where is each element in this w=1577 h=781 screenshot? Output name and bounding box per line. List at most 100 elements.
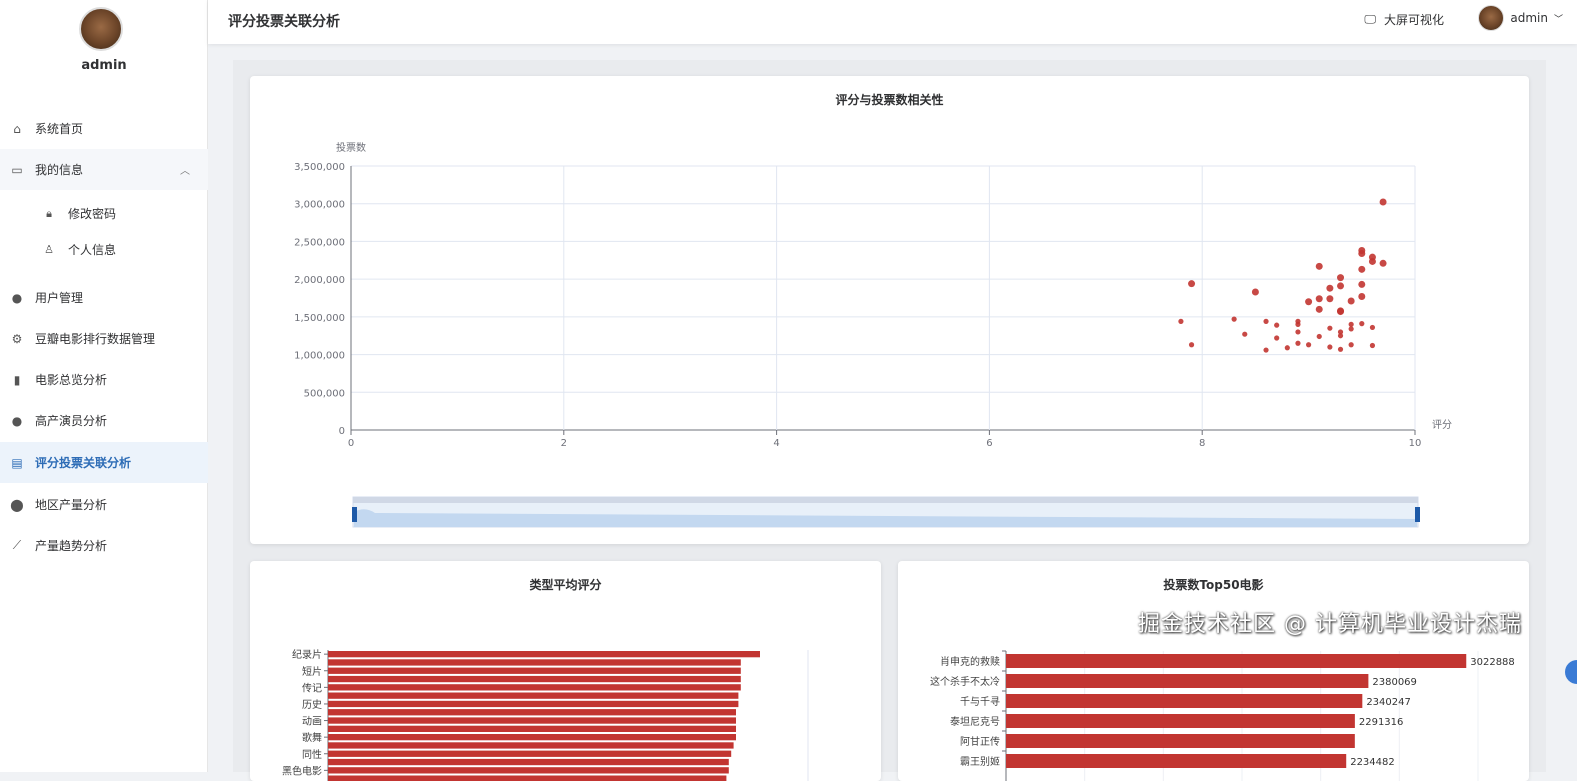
scatter-point — [1316, 306, 1323, 313]
scatter-point — [1263, 319, 1268, 324]
scatter-point — [1358, 281, 1365, 288]
y-tick-label: 2,500,000 — [294, 237, 345, 248]
scatter-chart: 0500,0001,000,0001,500,0002,000,0002,500… — [250, 76, 1529, 544]
scatter-point — [1316, 263, 1323, 270]
scatter-point — [1349, 326, 1354, 331]
avatar[interactable] — [79, 7, 123, 51]
lock-icon: 🔒︎ — [42, 207, 56, 221]
sidebar-item[interactable]: ⬤地区产量分析 — [0, 484, 208, 525]
scatter-point — [1232, 317, 1237, 322]
user-outline-icon: ♙ — [42, 243, 56, 257]
scatter-point — [1337, 308, 1344, 315]
scatter-point — [1285, 345, 1290, 350]
header-avatar — [1478, 5, 1504, 31]
sidebar-item[interactable]: ⚙豆瓣电影排行数据管理 — [0, 318, 208, 359]
bar — [328, 767, 729, 773]
category-label: 歌舞 — [302, 731, 322, 744]
bar — [328, 759, 729, 765]
scatter-point — [1338, 333, 1343, 338]
data-label: 2380069 — [1372, 677, 1417, 688]
sidebar-item[interactable]: ▤评分投票关联分析 — [0, 442, 208, 483]
user-menu[interactable]: admin﹀ — [1478, 5, 1563, 31]
bigscreen-button[interactable]: 🖵 大屏可视化 — [1364, 11, 1444, 28]
genre-rating-card: 类型平均评分 纪录片短片传记历史动画歌舞同性黑色电影冒险 — [250, 561, 881, 781]
chevron-up-icon: ︿ — [180, 162, 190, 177]
bar — [1006, 694, 1362, 708]
floating-tab[interactable] — [1565, 660, 1577, 684]
bigscreen-label: 大屏可视化 — [1384, 11, 1444, 28]
sidebar-item-label: 修改密码 — [68, 205, 116, 222]
y-axis-label: 投票数 — [336, 141, 366, 154]
x-tick-label: 2 — [561, 438, 567, 449]
location-icon: ⬤ — [10, 498, 24, 512]
sidebar-item-label: 评分投票关联分析 — [35, 454, 131, 471]
data-label: 2340247 — [1366, 697, 1411, 708]
bar — [1006, 754, 1346, 768]
sidebar-item[interactable]: ⟋产量趋势分析 — [0, 525, 208, 566]
datazoom-handle-right[interactable] — [1415, 507, 1420, 522]
scatter-point — [1263, 347, 1268, 352]
scatter-point — [1317, 334, 1322, 339]
scatter-point — [1337, 282, 1344, 289]
sidebar-item[interactable]: ⌂系统首页 — [0, 108, 208, 149]
scatter-point — [1349, 322, 1354, 327]
category-label: 阿甘正传 — [960, 735, 1000, 748]
x-tick-label: 0 — [348, 438, 354, 449]
sidebar-item[interactable]: 🔒︎ 修改密码 — [0, 193, 208, 234]
category-label: 短片 — [302, 665, 322, 678]
scatter-point — [1380, 260, 1387, 267]
sidebar-item[interactable]: ▮ 电影总览分析 — [0, 359, 208, 400]
page-title: 评分投票关联分析 — [228, 11, 340, 31]
bar — [328, 709, 736, 715]
scatter-point — [1359, 321, 1364, 326]
bar — [1006, 674, 1368, 688]
sidebar-item[interactable]: ▭ 我的信息 ︿ — [0, 149, 208, 190]
scatter-point — [1370, 343, 1375, 348]
scatter-point — [1358, 250, 1365, 257]
scatter-point — [1326, 295, 1333, 302]
header: 评分投票关联分析 🖵 大屏可视化 admin﹀ — [208, 0, 1577, 44]
data-label: 3022888 — [1470, 657, 1515, 668]
wallet-icon: ▭ — [10, 163, 24, 177]
chevron-down-icon: ﹀ — [1554, 12, 1563, 25]
sidebar-item-label: 个人信息 — [68, 241, 116, 258]
y-tick-label: 1,000,000 — [294, 351, 345, 362]
scatter-point — [1295, 329, 1300, 334]
home-icon: ⌂ — [10, 122, 24, 136]
monitor-icon: 🖵 — [1364, 12, 1376, 27]
bar — [328, 651, 760, 657]
scatter-point — [1295, 322, 1300, 327]
datazoom-handle-left[interactable] — [352, 507, 357, 522]
scatter-point — [1349, 342, 1354, 347]
sidebar-item[interactable]: ♙ 个人信息 — [0, 229, 208, 270]
user-icon: ● — [10, 291, 24, 305]
scatter-point — [1189, 342, 1194, 347]
y-tick-label: 0 — [339, 426, 345, 437]
category-label: 肖申克的救赎 — [940, 655, 1000, 668]
sidebar-item-label: 用户管理 — [35, 289, 83, 306]
x-tick-label: 4 — [773, 438, 779, 449]
sidebar-item-label: 电影总览分析 — [35, 371, 107, 388]
scatter-point — [1369, 258, 1376, 265]
scatter-point — [1274, 323, 1279, 328]
y-tick-label: 3,500,000 — [294, 162, 345, 173]
scatter-point — [1337, 274, 1344, 281]
category-label: 历史 — [302, 699, 322, 711]
scatter-point — [1358, 293, 1365, 300]
x-tick-label: 10 — [1409, 438, 1422, 449]
x-tick-label: 8 — [1199, 438, 1205, 449]
sidebar-item-label: 我的信息 — [35, 161, 83, 178]
user-icon: ● — [10, 414, 24, 428]
sidebar-item[interactable]: ●高产演员分析 — [0, 400, 208, 441]
scatter-point — [1348, 298, 1355, 305]
scatter-point — [1188, 280, 1195, 287]
bar — [328, 668, 741, 674]
bar-chart-icon: ▮ — [10, 373, 24, 387]
bar — [328, 717, 736, 723]
category-label: 传记 — [302, 682, 322, 694]
sidebar-item[interactable]: ● 用户管理 — [0, 277, 208, 318]
scatter-point — [1295, 341, 1300, 346]
